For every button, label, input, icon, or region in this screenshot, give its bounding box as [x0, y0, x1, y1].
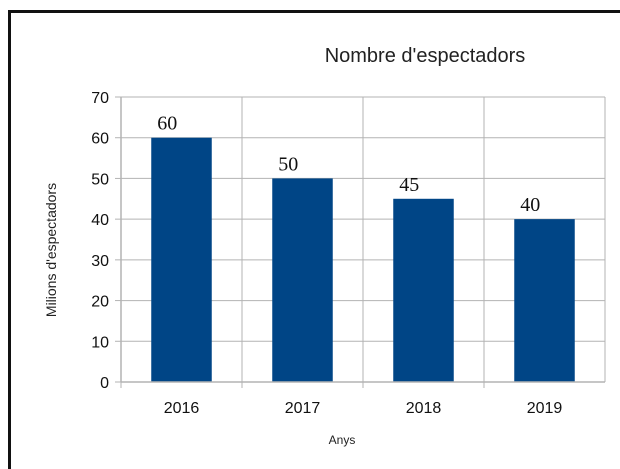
data-label: 60 [157, 113, 177, 135]
x-tick-label: 2016 [164, 400, 200, 417]
x-tick-label: 2019 [527, 400, 563, 417]
chart-title: Nombre d'espectadors [325, 45, 526, 67]
y-tick-label: 50 [91, 171, 109, 188]
y-tick-label: 10 [91, 334, 109, 351]
frame-top-border [8, 10, 620, 13]
y-tick-label: 40 [91, 212, 109, 229]
bar-2016 [151, 137, 212, 382]
axes [115, 96, 605, 388]
x-tick-label: 2017 [285, 400, 321, 417]
bar-2019 [514, 219, 575, 382]
x-tick-label: 2018 [406, 400, 442, 417]
x-axis-label: Anys [329, 433, 356, 447]
data-label: 40 [520, 194, 540, 216]
y-tick-label: 70 [91, 90, 109, 107]
labels: 0 10 20 30 40 50 60 70 2016 60 2017 50 2018 45 2019 40 [91, 90, 562, 417]
y-tick-label: 20 [91, 294, 109, 311]
data-label: 50 [278, 153, 298, 175]
data-label: 45 [399, 174, 419, 196]
y-tick-label: 0 [100, 375, 109, 392]
y-axis-label: Milions d'espectadors [43, 183, 59, 317]
frame-left-border [8, 10, 11, 469]
y-tick-label: 30 [91, 253, 109, 270]
bar-2017 [272, 178, 333, 382]
y-tick-label: 60 [91, 131, 109, 148]
bar-2018 [393, 198, 454, 382]
bars [151, 137, 575, 382]
